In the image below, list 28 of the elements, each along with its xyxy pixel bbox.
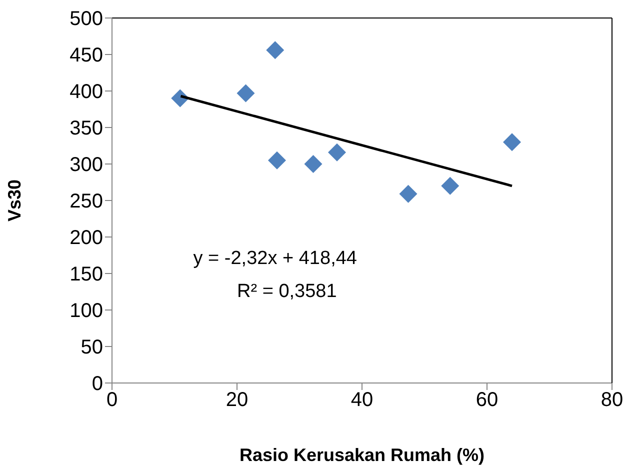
point [441,176,460,195]
y-axis-title: Vs30 [4,179,24,222]
point [236,84,255,102]
y-tick-label: 500 [70,8,103,30]
annotation: R² = 0,3581 [237,280,337,302]
point [503,133,521,152]
y-tick-label: 200 [70,227,103,250]
x-tick-label: 60 [476,389,498,412]
y-tick-label: 300 [70,154,103,176]
point [328,143,346,162]
point [266,41,284,60]
x-axis-title: Rasio Kerusakan Rumah (%) [239,445,485,465]
y-tick-label: 450 [70,44,103,67]
point [399,184,418,203]
y-tick-label: 150 [70,264,103,286]
y-tick-label: 400 [70,81,103,104]
point [304,155,322,173]
x-tick-label: 40 [350,389,374,412]
x-tick-label: 0 [106,389,118,412]
y-tick-label: 250 [70,190,103,213]
y-tick-label: 50 [80,336,103,359]
annotation: y = -2,32x + 418,44 [193,248,357,269]
x-tick-label: 20 [226,389,248,412]
x-tick-label: 80 [600,389,624,412]
y-tick-label: 350 [70,118,103,140]
y-tick-label: 100 [70,300,103,322]
y-tick-label: 0 [92,373,103,396]
point [268,151,286,170]
